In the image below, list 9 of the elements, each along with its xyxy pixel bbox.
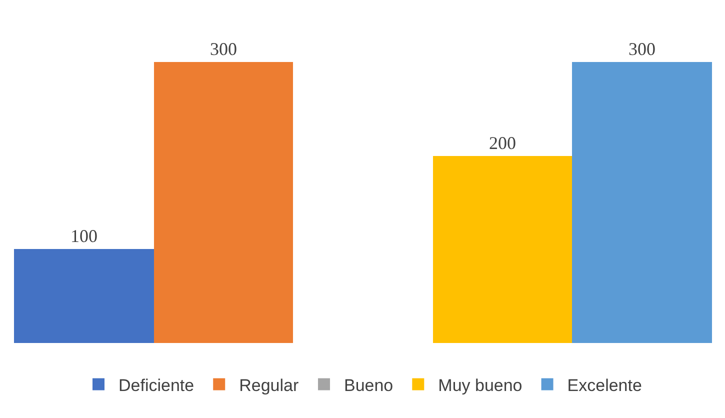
legend-label: Regular [239, 376, 299, 395]
data-label: 100 [70, 226, 98, 246]
legend-label: Deficiente [118, 376, 194, 395]
legend-label: Bueno [344, 376, 394, 395]
legend-label: Excelente [567, 376, 642, 395]
legend-label: Muy bueno [438, 376, 522, 395]
data-label: 200 [489, 133, 516, 153]
data-label: 300 [210, 39, 237, 59]
data-label: 300 [628, 39, 656, 59]
